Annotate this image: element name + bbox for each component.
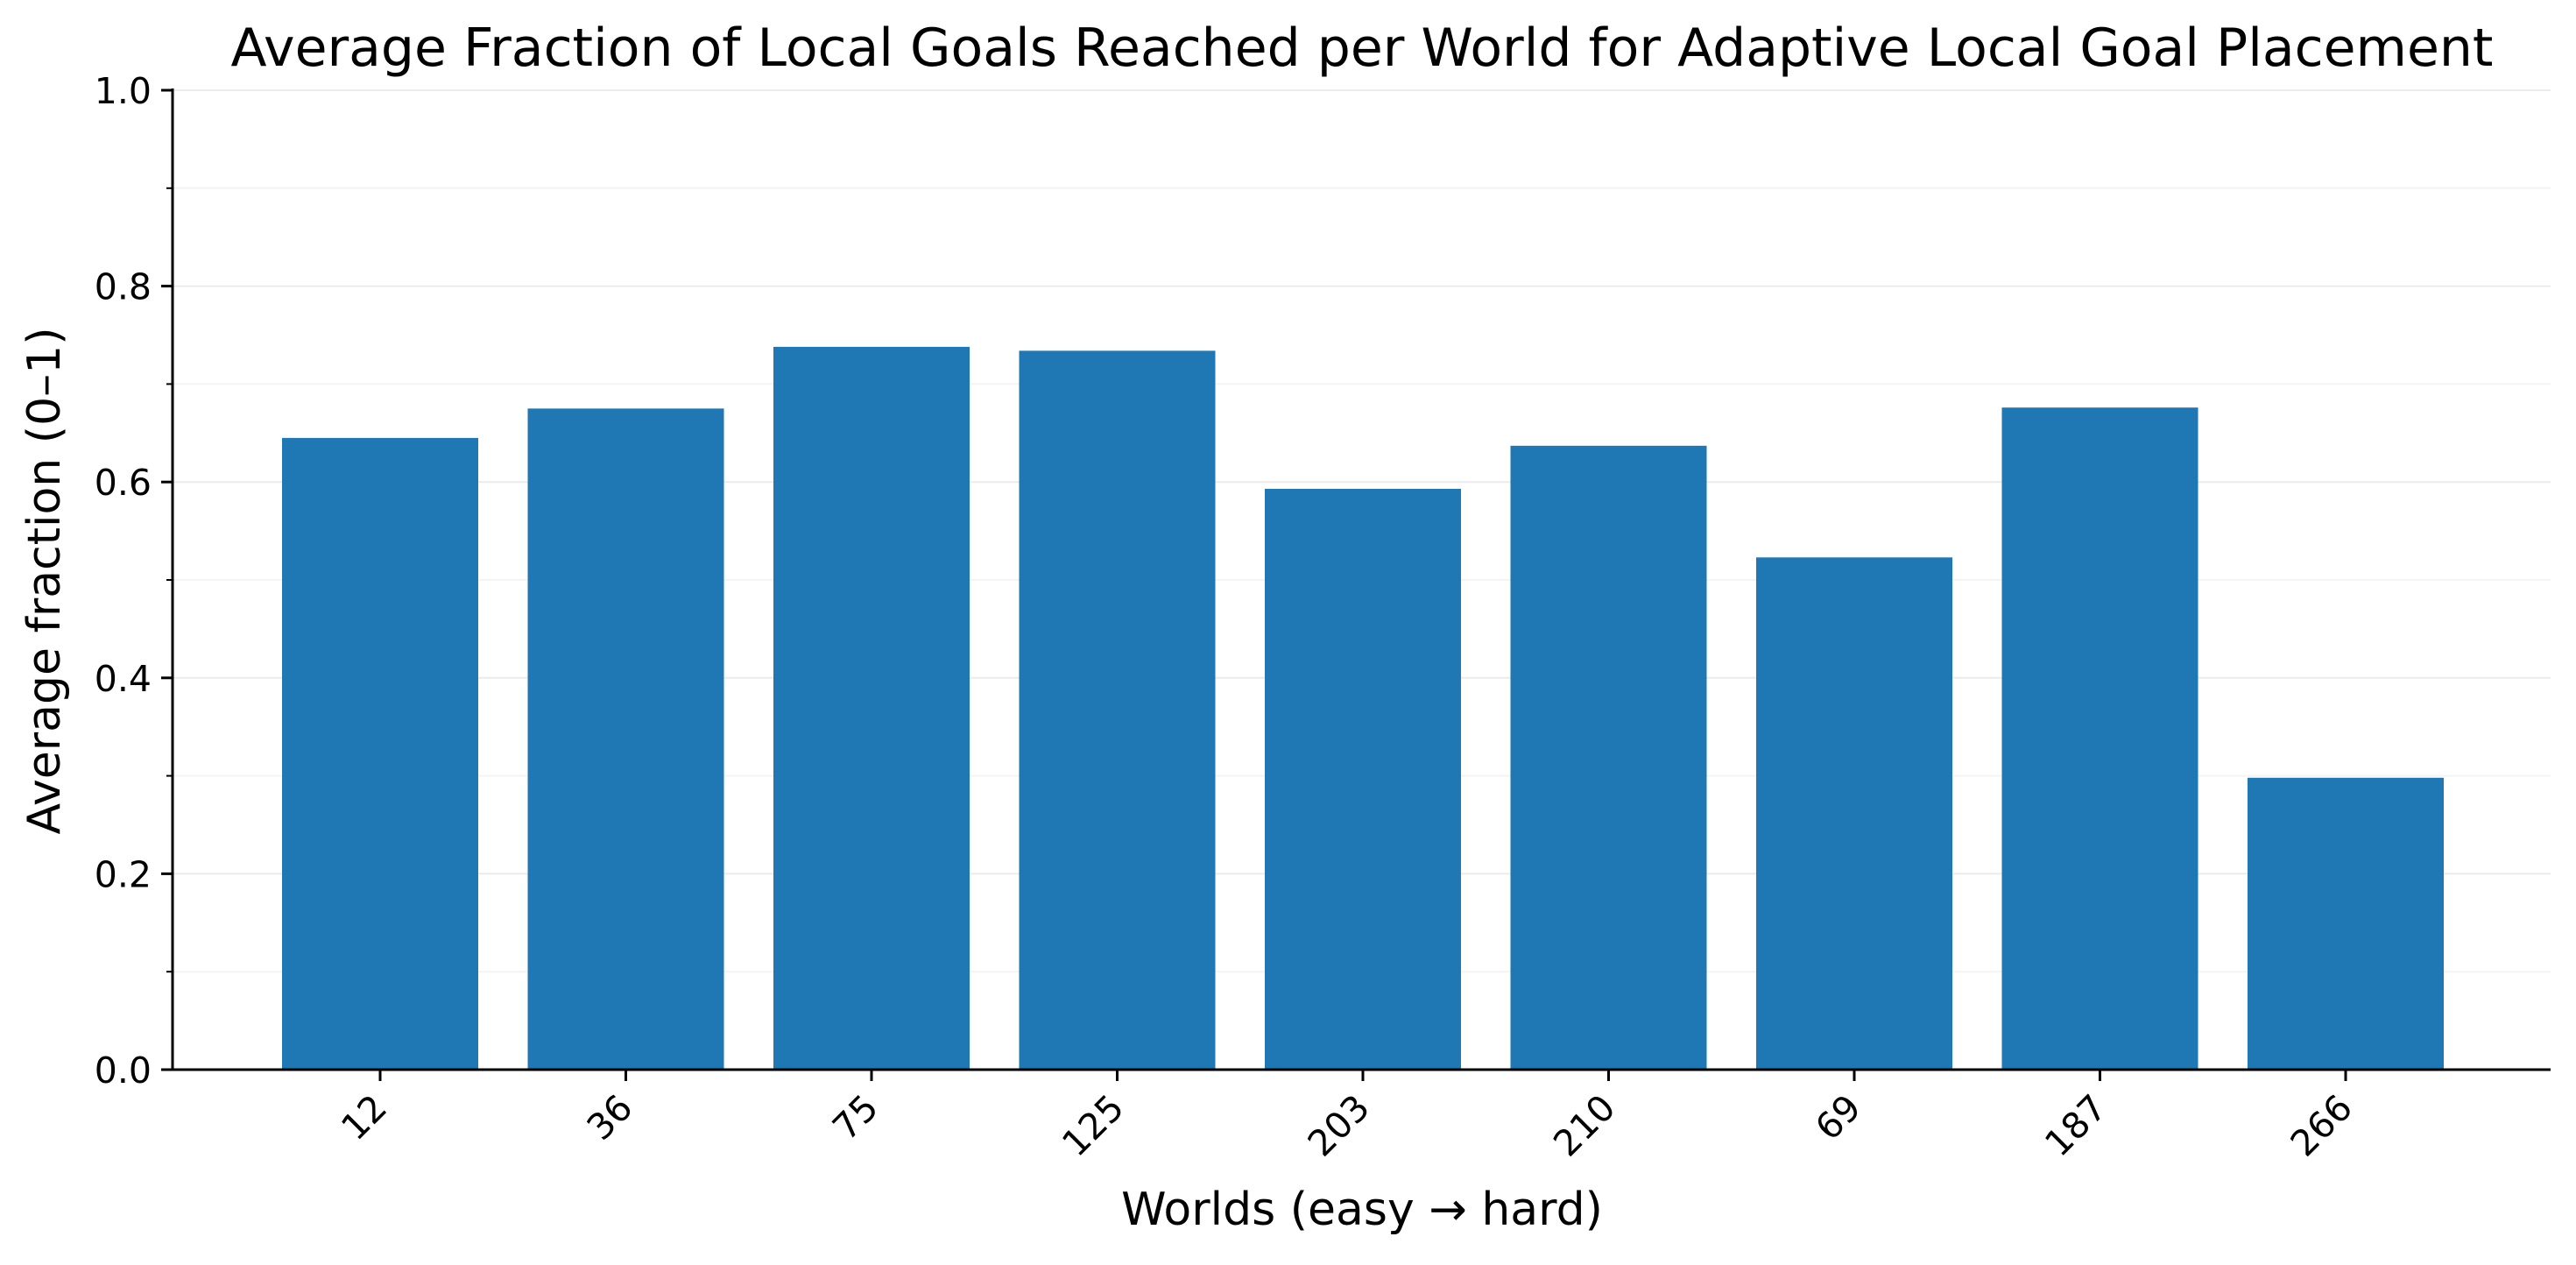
y-tick-label: 0.4 (95, 658, 152, 700)
x-tick-label: 210 (1545, 1086, 1623, 1164)
x-axis-label: Worlds (easy → hard) (1121, 1184, 1603, 1236)
x-tick-label: 125 (1054, 1086, 1132, 1164)
bar-266 (2248, 777, 2444, 1070)
y-tick-label: 0.2 (95, 853, 152, 895)
y-tick-label: 0.0 (95, 1049, 152, 1092)
bar-69 (1756, 557, 1952, 1070)
x-tick-label: 203 (1300, 1086, 1378, 1164)
y-tick-label: 1.0 (95, 70, 152, 112)
x-tick-label: 69 (1807, 1086, 1869, 1148)
bar-203 (1265, 489, 1461, 1070)
x-tick-label: 36 (579, 1086, 641, 1148)
bars-layer (282, 346, 2444, 1071)
x-tick-label: 12 (333, 1086, 395, 1148)
bar-210 (1510, 445, 1707, 1071)
chart-title: Average Fraction of Local Goals Reached … (231, 18, 2494, 79)
x-tick-label: 75 (824, 1086, 886, 1148)
x-tick-label: 266 (2283, 1086, 2361, 1164)
bar-75 (773, 346, 970, 1070)
bar-187 (2001, 407, 2198, 1070)
bar-12 (282, 437, 478, 1070)
y-axis-label: Average fraction (0–1) (18, 327, 71, 834)
y-tick-label: 0.6 (95, 462, 152, 504)
bar-125 (1019, 350, 1216, 1070)
y-tick-label: 0.8 (95, 266, 152, 308)
x-tick-label: 187 (2036, 1086, 2114, 1164)
bar-36 (527, 408, 724, 1071)
